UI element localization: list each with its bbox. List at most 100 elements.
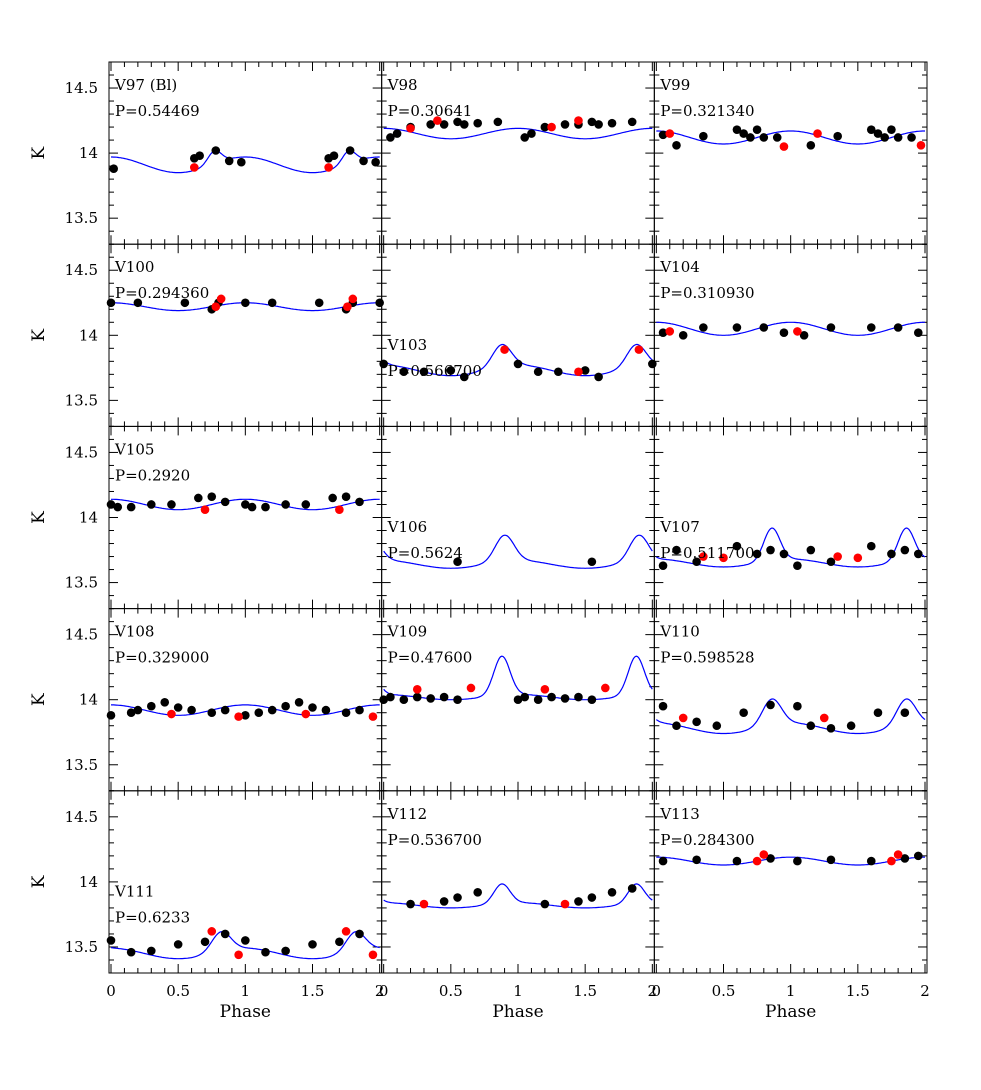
x-tick-label: 0 [379,982,389,1000]
panel-period-label: P=0.566700 [388,362,482,380]
data-point [308,940,317,949]
data-point [329,151,339,161]
panel-frame [381,61,655,245]
data-point [607,118,617,128]
x-tick-label: 2 [375,982,385,1000]
data-point [739,129,748,138]
highlight-point [752,856,762,866]
data-point [399,695,409,704]
data-point [147,946,156,956]
y-tick-label: 14.5 [65,261,98,279]
panel-variable-name: V100 [114,258,154,276]
panel-period-label: P=0.321340 [660,102,754,120]
highlight-point [348,294,358,304]
data-point [224,156,234,166]
data-point [900,708,910,718]
panel-period-label: P=0.6233 [115,908,190,926]
data-point [678,331,688,340]
data-point [126,947,136,957]
data-point [341,492,351,501]
highlight-point [200,505,210,514]
data-point [267,298,277,308]
data-point [540,122,550,132]
data-point [328,493,337,503]
data-point [658,130,668,140]
data-point [207,708,217,718]
data-point [893,133,903,142]
panel-period-label: P=0.54469 [115,102,200,120]
data-point [806,721,816,731]
panel-period-label: P=0.598528 [660,649,754,667]
model-curve [383,534,653,569]
data-point [261,502,270,512]
y-tick-label: 13.5 [65,391,98,409]
model-curve [111,149,380,174]
highlight-point [540,684,550,694]
data-point [106,500,116,509]
data-point [732,323,742,332]
highlight-point [759,850,769,859]
data-point [560,120,570,129]
data-point [355,929,364,939]
highlight-point [547,122,556,132]
panel-period-label: P=0.310930 [660,284,754,302]
data-point [335,937,344,947]
data-point [766,854,775,863]
data-point [355,497,364,507]
x-tick-label: 1.5 [573,982,597,1000]
data-point [195,151,204,161]
data-point [147,500,156,509]
highlight-point [211,302,221,311]
x-axis-title: Phase [492,1002,543,1022]
data-point [419,367,429,377]
highlight-point [574,116,583,125]
y-tick-label: 14.5 [65,626,98,644]
data-point [873,129,883,138]
data-point [314,298,324,308]
data-point [806,545,816,555]
data-point [386,692,395,702]
data-point [540,899,550,909]
data-point [453,695,462,704]
model-curve [383,883,653,909]
x-tick-label: 0.5 [439,982,463,1000]
data-point [446,366,456,375]
data-point [426,694,435,703]
model-curve [383,127,653,140]
data-point [672,140,681,150]
data-point [473,118,483,128]
data-point [833,131,842,141]
highlight-point [466,683,476,693]
data-point [826,557,836,567]
x-axis-title: Phase [220,1002,271,1022]
highlight-point [419,899,429,909]
data-point [379,359,388,369]
x-tick-label: 1.5 [846,982,870,1000]
data-point [533,695,543,704]
data-point [759,323,769,332]
data-point [133,298,143,308]
data-point [133,705,143,715]
highlight-point [916,140,926,150]
y-tick-label: 14 [79,509,98,527]
panel-variable-name: V110 [659,623,699,641]
data-point [658,856,668,866]
data-point [627,117,637,127]
data-point [173,940,183,949]
data-point [752,549,762,559]
data-point [220,705,230,715]
data-point [627,884,637,893]
highlight-point [406,124,415,133]
data-point [913,851,923,861]
data-point [793,561,802,570]
panel-period-label: P=0.47600 [388,649,473,667]
x-tick-label: 1 [241,982,251,1000]
highlight-point [368,712,378,721]
data-point [887,125,896,134]
y-tick-label: 14 [79,691,98,709]
x-tick-label: 0 [106,982,116,1000]
highlight-point [433,116,442,125]
data-point [106,936,116,945]
data-point [194,493,203,503]
